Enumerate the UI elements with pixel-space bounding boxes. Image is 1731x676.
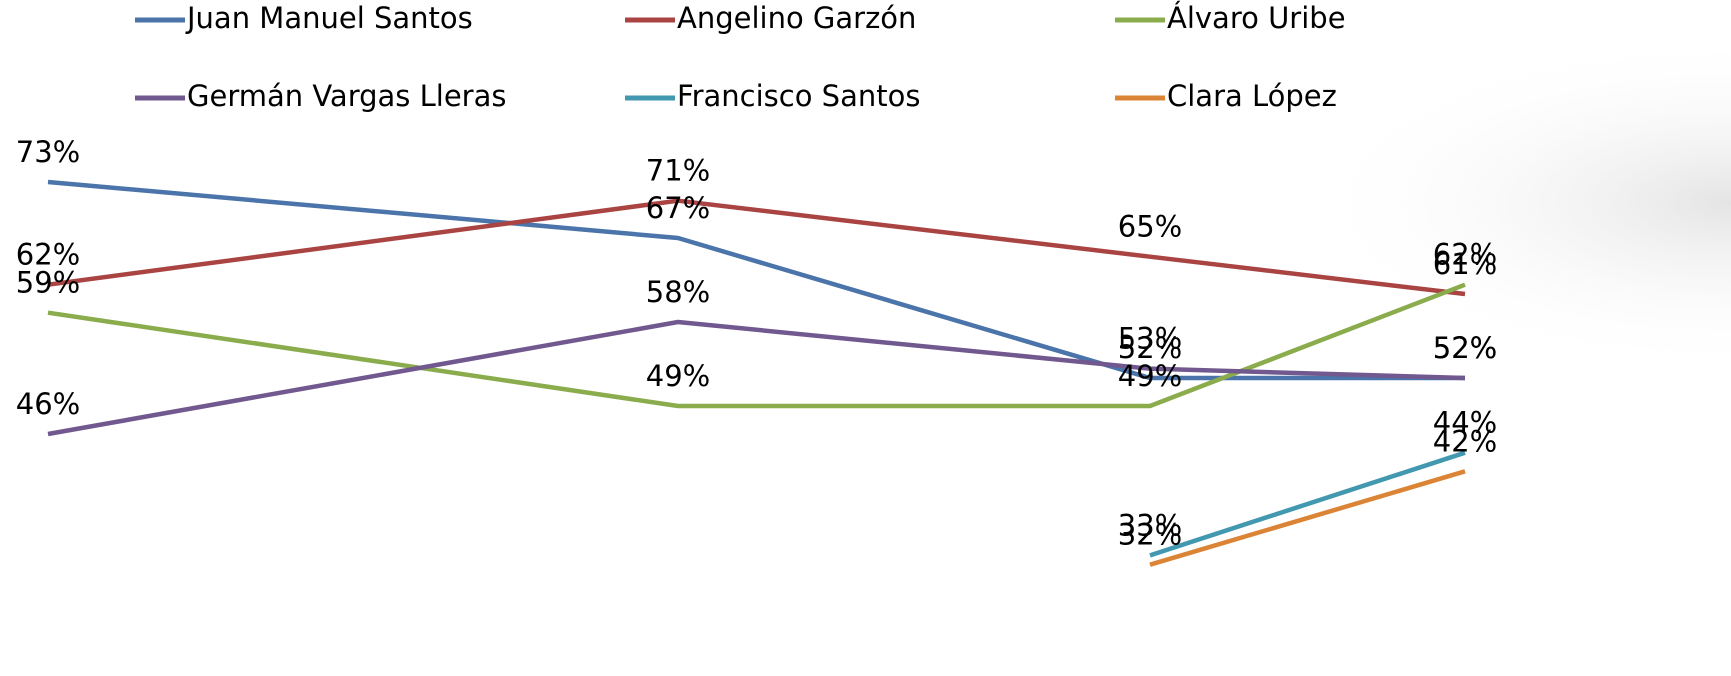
data-label: 32%	[1118, 518, 1182, 552]
legend-label: Álvaro Uribe	[1167, 1, 1346, 35]
data-label: 71%	[646, 154, 710, 188]
data-label: 61%	[1433, 247, 1497, 281]
legend-label: Angelino Garzón	[677, 1, 916, 35]
data-label: 53%	[1118, 322, 1182, 356]
data-label: 65%	[1118, 210, 1182, 244]
data-label: 46%	[16, 387, 80, 421]
data-label: 62%	[1433, 238, 1497, 272]
legend-label: Francisco Santos	[677, 79, 920, 113]
data-label: 52%	[1433, 331, 1497, 365]
legend-label: Clara López	[1167, 79, 1337, 113]
data-label: 58%	[646, 275, 710, 309]
legend-label: Juan Manuel Santos	[185, 1, 473, 35]
legend-label: Germán Vargas Lleras	[187, 79, 506, 113]
series-line	[47, 198, 1466, 297]
data-label: 33%	[1118, 508, 1182, 542]
data-label: 67%	[646, 191, 710, 225]
data-label: 49%	[646, 359, 710, 393]
series-line	[47, 319, 1466, 437]
data-label: 49%	[1118, 359, 1182, 393]
data-label: 73%	[16, 135, 80, 169]
data-label: 44%	[1433, 406, 1497, 440]
series-line	[47, 282, 1466, 409]
series-line	[1149, 450, 1466, 558]
data-label: 62%	[16, 238, 80, 272]
data-label: 42%	[1433, 424, 1497, 458]
data-label: 59%	[16, 266, 80, 300]
series-line	[1149, 469, 1466, 567]
data-label: 52%	[1433, 331, 1497, 365]
data-label: 52%	[1118, 331, 1182, 365]
series-line	[47, 179, 1465, 381]
